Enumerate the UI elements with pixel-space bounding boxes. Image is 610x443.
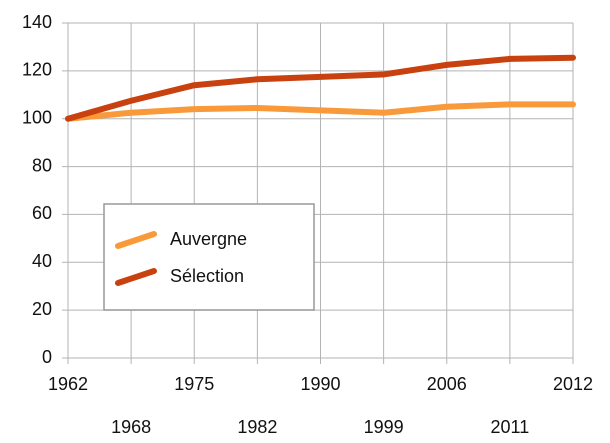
y-tick-label: 120 — [22, 60, 52, 80]
x-tick-label: 1975 — [174, 374, 214, 394]
legend-swatch — [115, 231, 157, 249]
x-tick-label: 2012 — [553, 374, 593, 394]
legend-label: Sélection — [170, 266, 244, 286]
legend-box — [103, 203, 315, 311]
y-tick-label: 100 — [22, 107, 52, 127]
y-tick-label: 0 — [42, 347, 52, 367]
x-tick-label: 1968 — [111, 417, 151, 437]
y-tick-label: 60 — [32, 203, 52, 223]
x-tick-label: 2006 — [427, 374, 467, 394]
x-tick-label: 2011 — [491, 417, 530, 437]
x-tick-label: 1999 — [364, 417, 404, 437]
y-tick-label: 80 — [32, 155, 52, 175]
legend-swatch — [115, 268, 157, 286]
y-tick-label: 40 — [32, 251, 52, 271]
x-tick-label: 1982 — [237, 417, 277, 437]
y-tick-label: 20 — [32, 299, 52, 319]
line — [65, 54, 576, 122]
x-tick-label: 1990 — [300, 374, 340, 394]
x-tick-label: 1962 — [48, 374, 88, 394]
legend-label: Auvergne — [170, 229, 247, 249]
line — [65, 101, 576, 122]
y-tick-label: 140 — [22, 12, 52, 32]
